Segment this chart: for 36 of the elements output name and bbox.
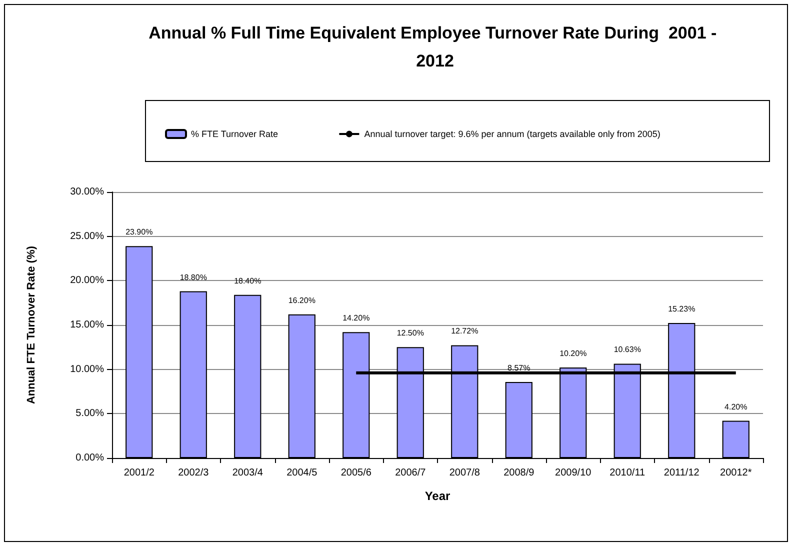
data-label: 23.90% xyxy=(126,228,153,237)
x-tick-label: 2011/12 xyxy=(664,468,700,478)
x-tick-label: 20012* xyxy=(720,468,752,478)
x-tick-label: 2010/11 xyxy=(610,468,646,478)
x-tick-label: 2007/8 xyxy=(449,468,480,478)
chart-title: Annual % Full Time Equivalent Employee Turnover Rate During 2001 - 2012 xyxy=(148,24,722,70)
y-tick-label: 0.00% xyxy=(76,452,104,464)
legend-label: Annual turnover target: 9.6% per annum (targets available only from 2005) xyxy=(364,129,660,139)
data-label: 12.72% xyxy=(451,326,478,336)
y-tick-label: 15.00% xyxy=(70,320,104,330)
data-label: 18.80% xyxy=(180,272,207,282)
y-tick-label: 10.00% xyxy=(70,364,104,375)
data-label: 8.57% xyxy=(508,364,530,373)
y-tick-label: 30.00% xyxy=(70,186,104,198)
data-label: 12.50% xyxy=(396,328,424,338)
x-tick-label: 2002/3 xyxy=(178,468,210,478)
x-tick-label: 2008/9 xyxy=(504,468,535,478)
y-tick-label: 20.00% xyxy=(70,275,104,286)
data-label: 15.23% xyxy=(668,304,696,314)
y-tick-label: 25.00% xyxy=(70,230,104,242)
x-axis-title: Year xyxy=(424,489,451,503)
data-label: 16.20% xyxy=(288,296,316,305)
x-tick-label: 2006/7 xyxy=(395,468,426,478)
data-label: 4.20% xyxy=(724,402,748,412)
data-label: 10.20% xyxy=(560,349,587,358)
x-tick-label: 2005/6 xyxy=(340,468,372,478)
data-label: 10.63% xyxy=(614,345,641,354)
y-axis-title: Annual FTE Turnover Rate (%) xyxy=(26,246,38,404)
x-tick-label: 2001/2 xyxy=(124,468,155,478)
x-tick-label: 2003/4 xyxy=(232,468,264,478)
y-tick-label: 5.00% xyxy=(76,408,104,420)
x-tick-label: 2009/10 xyxy=(555,468,592,478)
x-tick-label: 2004/5 xyxy=(286,468,318,478)
data-label: 14.20% xyxy=(342,314,370,323)
data-label: 18.40% xyxy=(234,276,262,286)
legend-label: % FTE Turnover Rate xyxy=(191,129,278,139)
